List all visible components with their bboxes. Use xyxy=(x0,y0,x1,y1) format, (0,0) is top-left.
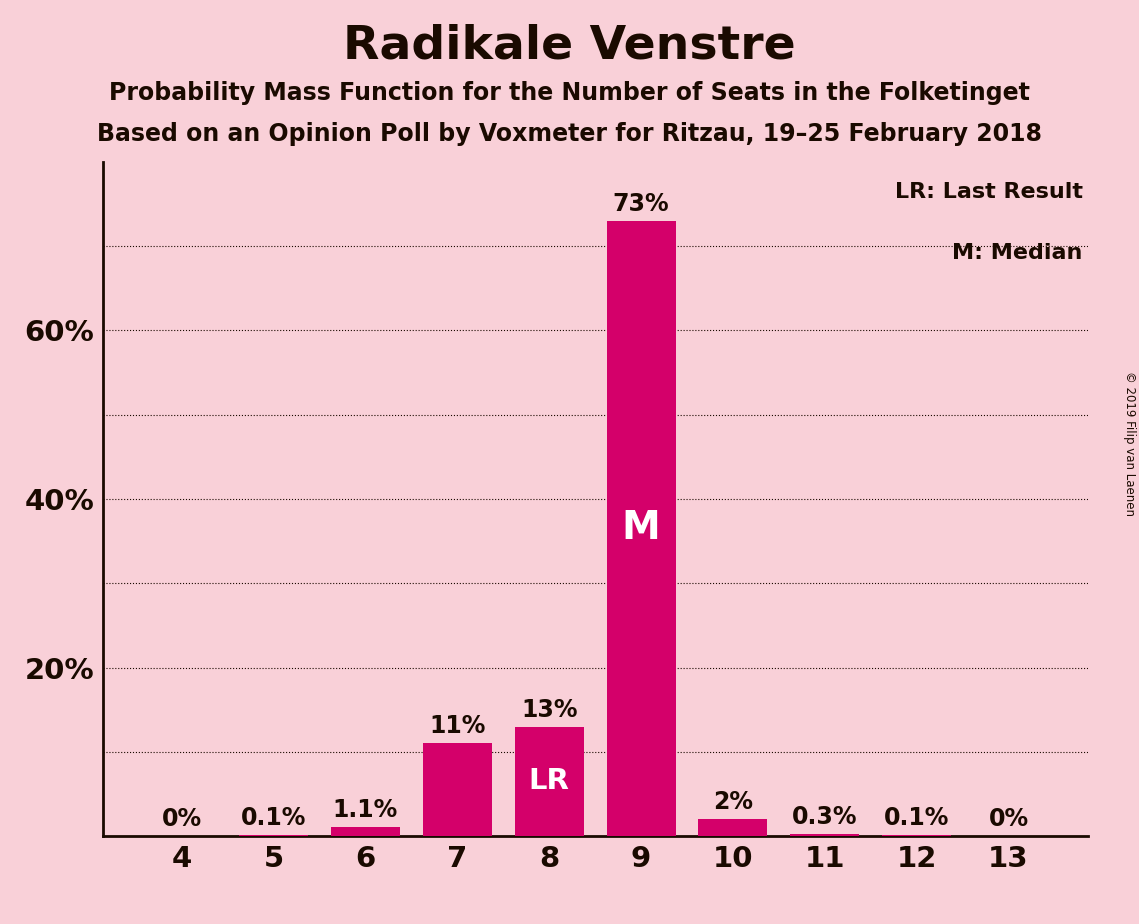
Bar xyxy=(423,744,492,836)
Text: 73%: 73% xyxy=(613,191,670,215)
Text: Based on an Opinion Poll by Voxmeter for Ritzau, 19–25 February 2018: Based on an Opinion Poll by Voxmeter for… xyxy=(97,122,1042,146)
Text: 0%: 0% xyxy=(162,808,202,832)
Text: Probability Mass Function for the Number of Seats in the Folketinget: Probability Mass Function for the Number… xyxy=(109,81,1030,105)
Text: 13%: 13% xyxy=(521,698,577,722)
Bar xyxy=(607,221,675,836)
Bar xyxy=(790,833,859,836)
Text: 11%: 11% xyxy=(429,714,485,738)
Text: M: Median: M: Median xyxy=(952,243,1083,262)
Text: © 2019 Filip van Laenen: © 2019 Filip van Laenen xyxy=(1123,371,1137,516)
Text: 2%: 2% xyxy=(713,790,753,814)
Text: Radikale Venstre: Radikale Venstre xyxy=(343,23,796,68)
Text: M: M xyxy=(622,509,661,548)
Bar xyxy=(331,827,400,836)
Text: 0.1%: 0.1% xyxy=(241,807,306,831)
Text: 0.3%: 0.3% xyxy=(792,805,858,829)
Text: LR: Last Result: LR: Last Result xyxy=(895,182,1083,202)
Text: 0.1%: 0.1% xyxy=(884,807,949,831)
Text: 0%: 0% xyxy=(989,808,1029,832)
Bar xyxy=(515,726,583,836)
Text: 1.1%: 1.1% xyxy=(333,798,399,821)
Bar xyxy=(698,820,768,836)
Text: LR: LR xyxy=(528,768,570,796)
